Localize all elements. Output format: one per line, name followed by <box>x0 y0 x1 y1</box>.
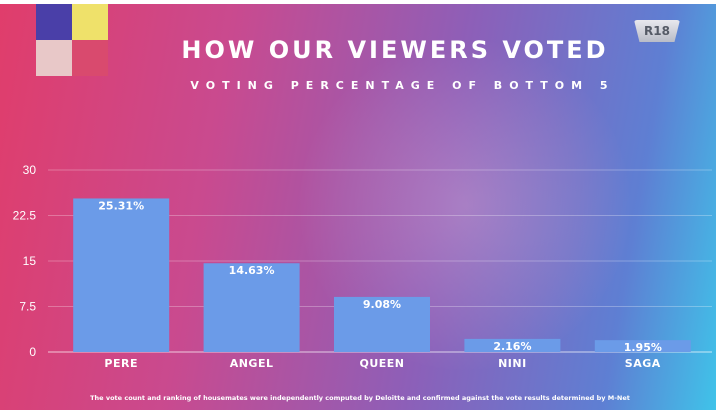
y-tick-label: 22.5 <box>13 209 37 223</box>
frame-border-bottom <box>0 410 720 416</box>
x-tick-label: QUEEN <box>359 357 404 370</box>
bar <box>464 338 561 352</box>
logo-square-blue <box>36 4 72 40</box>
bar <box>334 296 430 352</box>
bar <box>594 340 691 352</box>
y-tick-label: 0 <box>29 345 36 359</box>
frame-border-right <box>716 0 720 416</box>
footer-disclaimer: The vote count and ranking of housemates… <box>90 394 630 402</box>
data-label: 2.16% <box>493 340 531 353</box>
x-tick-label: NINI <box>498 357 527 370</box>
logo-square-red <box>72 40 108 76</box>
bar <box>73 198 170 352</box>
data-label: 14.63% <box>229 264 275 277</box>
y-tick-label: 30 <box>23 163 37 177</box>
chart-title: HOW OUR VIEWERS VOTED <box>181 36 609 64</box>
channel-logo <box>36 4 108 76</box>
age-rating-badge: R18 <box>634 20 680 42</box>
x-tick-label: PERE <box>104 357 138 370</box>
y-tick-label: 15 <box>23 254 37 268</box>
data-label: 9.08% <box>363 298 401 311</box>
logo-square-yellow <box>72 4 108 40</box>
y-tick-label: 7.5 <box>19 300 36 314</box>
x-tick-label: SAGA <box>625 357 661 370</box>
logo-square-pink <box>36 40 72 76</box>
x-tick-label: ANGEL <box>230 357 274 370</box>
bar <box>203 263 300 352</box>
data-label: 1.95% <box>624 341 662 354</box>
data-label: 25.31% <box>98 199 144 212</box>
frame-border-top <box>0 0 720 4</box>
chart-subtitle: VOTING PERCENTAGE OF BOTTOM 5 <box>190 79 615 92</box>
